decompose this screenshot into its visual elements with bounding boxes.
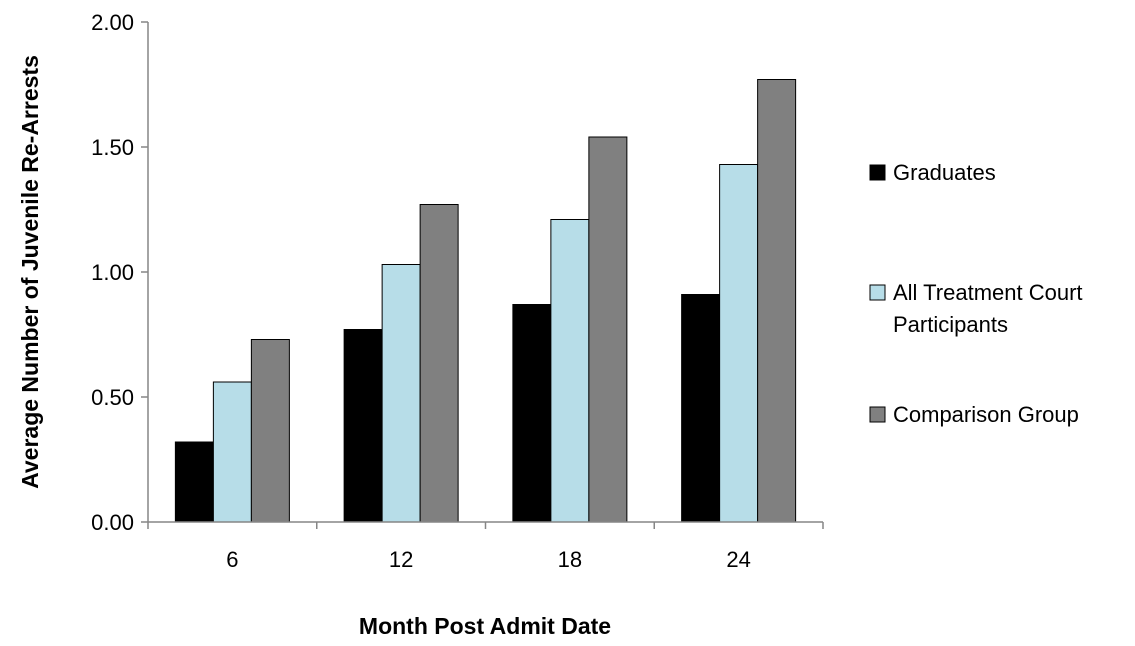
y-tick-label: 0.50 <box>91 385 134 410</box>
bar-graduates-12 <box>343 329 383 523</box>
y-tick-label: 1.00 <box>91 260 134 285</box>
y-axis: 0.00 0.50 1.00 1.50 2.00 <box>91 10 149 535</box>
bar-comparison-group-6 <box>250 339 290 523</box>
bar-graduates-6 <box>174 441 214 523</box>
bar-all-treatment-court-participants-6 <box>212 381 252 523</box>
bar-graduates-24 <box>681 294 721 523</box>
x-tick-label: 18 <box>558 547 582 572</box>
legend-label: Graduates <box>893 160 996 185</box>
bar-all-treatment-court-participants-24 <box>719 164 759 523</box>
bar-all-treatment-court-participants-12 <box>381 264 421 523</box>
y-tick-label: 2.00 <box>91 10 134 35</box>
y-tick-label: 1.50 <box>91 135 134 160</box>
y-axis-title: Average Number of Juvenile Re-Arrests <box>17 55 43 489</box>
legend-swatch <box>869 164 886 181</box>
legend-label: All Treatment Court Participants <box>893 280 1083 337</box>
bar-graduates-18 <box>512 304 552 523</box>
legend-swatch <box>869 406 886 423</box>
bar-comparison-group-18 <box>588 136 628 523</box>
x-tick-label: 6 <box>226 547 238 572</box>
x-tick-label: 12 <box>389 547 413 572</box>
bar-all-treatment-court-participants-18 <box>550 219 590 523</box>
bar-comparison-group-12 <box>419 204 459 523</box>
x-axis-title: Month Post Admit Date <box>359 613 611 639</box>
legend-swatch <box>869 284 886 301</box>
y-tick-label: 0.00 <box>91 510 134 535</box>
plot-area <box>174 79 797 523</box>
bar-comparison-group-24 <box>757 79 797 523</box>
x-tick-label: 24 <box>726 547 750 572</box>
legend: Graduates All Treatment Court Participants… <box>869 160 1083 427</box>
x-axis: 6 12 18 24 <box>147 521 824 572</box>
legend-label: Comparison Group <box>893 402 1079 427</box>
